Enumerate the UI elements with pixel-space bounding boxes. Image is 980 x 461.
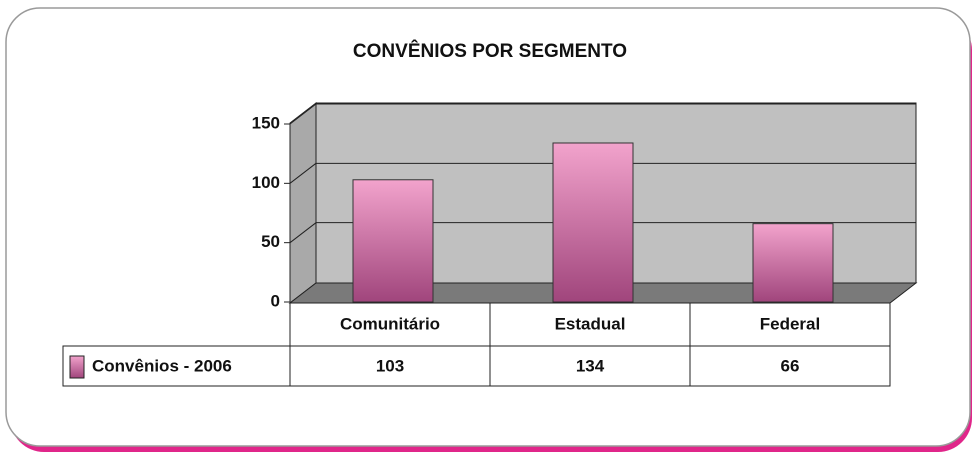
- y-tick-label: 0: [271, 291, 280, 310]
- chart-title: CONVÊNIOS POR SEGMENTO: [353, 40, 627, 62]
- marks: [289, 103, 916, 303]
- y-tick-label: 100: [252, 173, 280, 192]
- bar: [752, 223, 834, 303]
- bar: [352, 179, 434, 303]
- x-tick-label: Comunitário: [340, 314, 440, 333]
- y-tick-label: 50: [261, 232, 280, 251]
- x-tick-label: Federal: [760, 314, 820, 333]
- table-value: 134: [576, 356, 605, 375]
- table-value-row: [62, 345, 891, 387]
- y-tick-label: 150: [252, 113, 280, 132]
- grid-line: [289, 162, 317, 184]
- table-value: 66: [781, 356, 800, 375]
- grid-line: [289, 103, 317, 125]
- legend-label: Convênios - 2006: [92, 356, 232, 375]
- x-tick-label: Estadual: [555, 314, 626, 333]
- data-table: [62, 302, 891, 387]
- table-value: 103: [376, 356, 404, 375]
- bar: [552, 142, 634, 303]
- side-wall: [289, 101, 317, 305]
- legend-swatch: [69, 355, 85, 379]
- grid-line: [289, 222, 317, 244]
